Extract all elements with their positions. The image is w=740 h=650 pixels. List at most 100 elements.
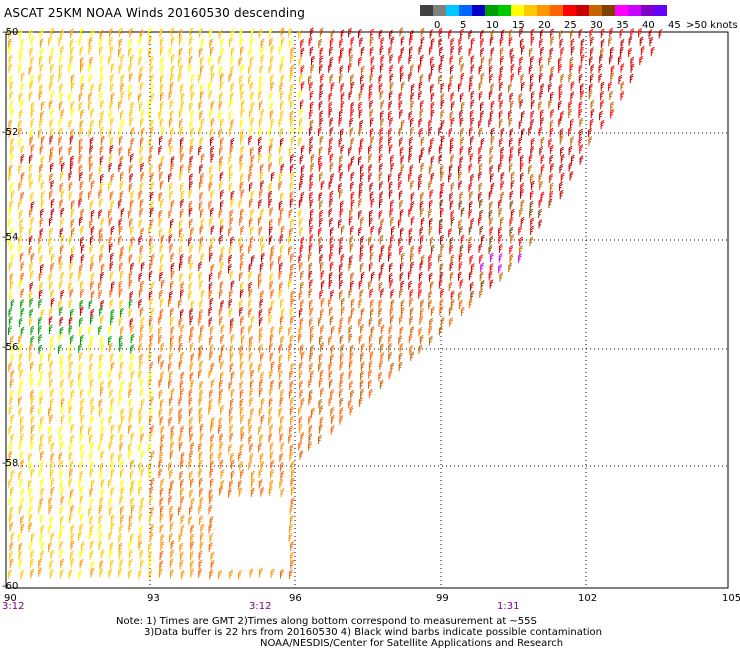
wind-barb xyxy=(269,101,274,111)
wind-barb xyxy=(490,100,495,111)
wind-barb xyxy=(408,153,413,163)
wind-barb xyxy=(319,172,323,182)
wind-barb xyxy=(119,307,124,317)
wind-barb xyxy=(209,128,214,138)
wind-barb xyxy=(150,307,155,318)
wind-barb xyxy=(309,181,314,191)
wind-barb xyxy=(510,73,515,83)
wind-barb xyxy=(390,154,394,165)
wind-barb xyxy=(98,164,103,174)
wind-barb xyxy=(450,37,455,48)
wind-barb xyxy=(420,27,425,38)
wind-barb xyxy=(349,243,354,253)
wind-barb xyxy=(210,378,215,389)
wind-barb xyxy=(8,569,12,579)
wind-barb xyxy=(339,208,344,218)
wind-barb xyxy=(38,567,42,577)
wind-barb xyxy=(459,55,463,66)
wind-barb xyxy=(89,56,94,66)
wind-barb xyxy=(209,165,214,175)
wind-barb xyxy=(179,245,183,255)
wind-barb xyxy=(340,200,344,210)
wind-barb xyxy=(128,442,133,452)
wind-barb xyxy=(38,55,43,66)
wind-barb xyxy=(90,280,94,291)
wind-barb xyxy=(69,271,74,282)
wind-barb xyxy=(218,110,223,121)
wind-barb xyxy=(189,46,193,56)
wind-barb xyxy=(139,378,144,388)
wind-barb xyxy=(430,38,435,48)
wind-barb xyxy=(429,217,433,228)
wind-barb xyxy=(230,452,234,463)
wind-barb xyxy=(149,532,154,543)
wind-barb xyxy=(119,342,123,352)
wind-barb xyxy=(189,407,193,417)
wind-barb xyxy=(348,216,353,226)
wind-barb xyxy=(189,119,194,130)
lat-label-50: -50 xyxy=(2,27,19,38)
wind-barb xyxy=(189,362,194,372)
wind-barb xyxy=(380,262,385,273)
wind-barb xyxy=(250,37,254,48)
wind-barb xyxy=(260,38,265,48)
wind-barb xyxy=(290,315,295,325)
wind-barb xyxy=(109,261,114,271)
wind-barb xyxy=(348,315,353,325)
wind-barb xyxy=(139,207,144,218)
wind-barb xyxy=(530,28,535,39)
wind-barb xyxy=(529,82,534,92)
wind-barb xyxy=(170,252,175,263)
wind-barb xyxy=(299,261,303,272)
wind-barb xyxy=(249,388,254,398)
wind-barb xyxy=(18,29,23,39)
wind-barb xyxy=(370,135,375,146)
wind-barb xyxy=(319,209,324,220)
wind-barb xyxy=(388,343,392,353)
wind-barb xyxy=(90,254,95,264)
wind-barb xyxy=(158,378,163,388)
wind-barb xyxy=(220,200,224,210)
wind-barb xyxy=(9,243,14,253)
wind-barb xyxy=(140,137,144,147)
scale-label: 10 xyxy=(486,20,499,31)
wind-barb xyxy=(358,28,362,39)
wind-barb xyxy=(189,101,193,112)
wind-barb xyxy=(239,181,244,192)
wind-barb xyxy=(328,271,333,282)
wind-barb xyxy=(70,28,74,38)
wind-barb xyxy=(550,163,554,173)
wind-barb xyxy=(289,38,293,49)
wind-barb xyxy=(259,74,263,85)
wind-barb xyxy=(549,119,554,129)
wind-barb xyxy=(480,101,484,112)
wind-barb xyxy=(369,209,373,220)
wind-barb xyxy=(89,550,94,560)
wind-barb xyxy=(18,244,23,254)
wind-barb xyxy=(568,162,573,172)
wind-barb xyxy=(390,162,395,172)
wind-barb xyxy=(19,352,23,362)
wind-barb xyxy=(228,298,233,309)
wind-barb xyxy=(90,29,95,39)
wind-barb xyxy=(40,550,45,560)
wind-barb xyxy=(398,100,403,110)
wind-barb xyxy=(130,262,135,272)
wind-barb xyxy=(20,38,25,49)
wind-barb xyxy=(490,182,495,193)
wind-barb xyxy=(48,425,53,436)
wind-barb xyxy=(8,460,13,470)
wind-barb xyxy=(220,246,225,256)
wind-barb xyxy=(130,353,135,363)
wind-barb xyxy=(148,470,152,480)
wind-barb xyxy=(199,541,204,551)
wind-barb xyxy=(388,244,393,254)
wind-barb xyxy=(169,450,174,460)
wind-barb xyxy=(410,192,415,202)
wind-barb xyxy=(408,207,413,217)
wind-barb xyxy=(190,379,195,390)
wind-barb xyxy=(259,82,263,93)
wind-barb xyxy=(640,45,645,56)
wind-barb xyxy=(308,396,313,406)
wind-barb xyxy=(180,100,185,111)
